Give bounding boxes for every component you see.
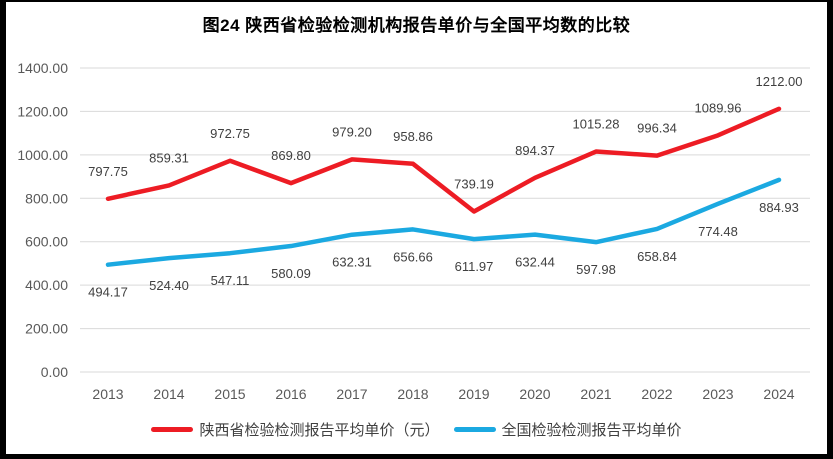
data-label: 656.66 <box>393 249 433 264</box>
x-tick-label: 2023 <box>702 386 733 402</box>
x-tick-label: 2018 <box>397 386 428 402</box>
data-label: 774.48 <box>698 224 738 239</box>
legend-line-swatch <box>151 427 194 432</box>
data-label: 580.09 <box>271 266 311 281</box>
data-label: 797.75 <box>88 164 128 179</box>
data-label: 632.31 <box>332 255 372 270</box>
x-tick-label: 2021 <box>580 386 611 402</box>
data-label: 1015.28 <box>573 117 620 132</box>
data-label: 632.44 <box>515 255 555 270</box>
data-label: 494.17 <box>88 285 128 300</box>
data-label: 547.11 <box>211 273 250 288</box>
legend: 陕西省检验检测报告平均单价（元） 全国检验检测报告平均单价 <box>6 419 827 440</box>
y-tick-label: 400.00 <box>25 277 68 293</box>
legend-label: 全国检验检测报告平均单价 <box>501 422 682 439</box>
data-label: 1089.96 <box>695 100 742 115</box>
data-label: 996.34 <box>637 121 677 136</box>
y-tick-label: 1200.00 <box>17 103 68 119</box>
data-label: 894.37 <box>515 143 555 158</box>
y-tick-label: 1000.00 <box>17 147 68 163</box>
series-line <box>105 106 782 214</box>
y-tick-label: 600.00 <box>25 234 68 250</box>
legend-item: 陕西省检验检测报告平均单价（元） <box>151 419 440 440</box>
y-tick-label: 800.00 <box>25 190 68 206</box>
x-tick-label: 2014 <box>153 386 184 402</box>
data-label: 597.98 <box>576 262 616 277</box>
series-line <box>105 177 782 267</box>
x-tick-label: 2020 <box>519 386 550 402</box>
chart-title: 图24 陕西省检验检测机构报告单价与全国平均数的比较 <box>202 16 631 35</box>
x-tick-label: 2016 <box>275 386 306 402</box>
data-label: 611.97 <box>455 259 494 274</box>
x-tick-label: 2017 <box>336 386 367 402</box>
data-label: 869.80 <box>271 148 311 163</box>
legend-label: 陕西省检验检测报告平均单价（元） <box>199 422 440 439</box>
data-label: 739.19 <box>454 176 494 191</box>
data-label: 884.93 <box>759 200 799 215</box>
data-label: 859.31 <box>149 150 189 165</box>
data-label: 958.86 <box>393 129 433 144</box>
data-label: 979.20 <box>332 124 372 139</box>
x-tick-label: 2022 <box>641 386 672 402</box>
x-tick-label: 2013 <box>92 386 123 402</box>
x-tick-label: 2024 <box>763 386 794 402</box>
y-tick-label: 200.00 <box>25 321 68 337</box>
y-tick-label: 0.00 <box>41 364 68 380</box>
data-label: 972.75 <box>210 126 250 141</box>
data-label: 524.40 <box>149 278 189 293</box>
legend-item: 全国检验检测报告平均单价 <box>453 419 682 440</box>
data-label: 658.84 <box>637 249 677 264</box>
x-tick-label: 2019 <box>458 386 489 402</box>
x-tick-label: 2015 <box>214 386 245 402</box>
legend-line-swatch <box>453 427 496 432</box>
data-label: 1212.00 <box>756 74 803 89</box>
y-tick-label: 1400.00 <box>17 60 68 76</box>
